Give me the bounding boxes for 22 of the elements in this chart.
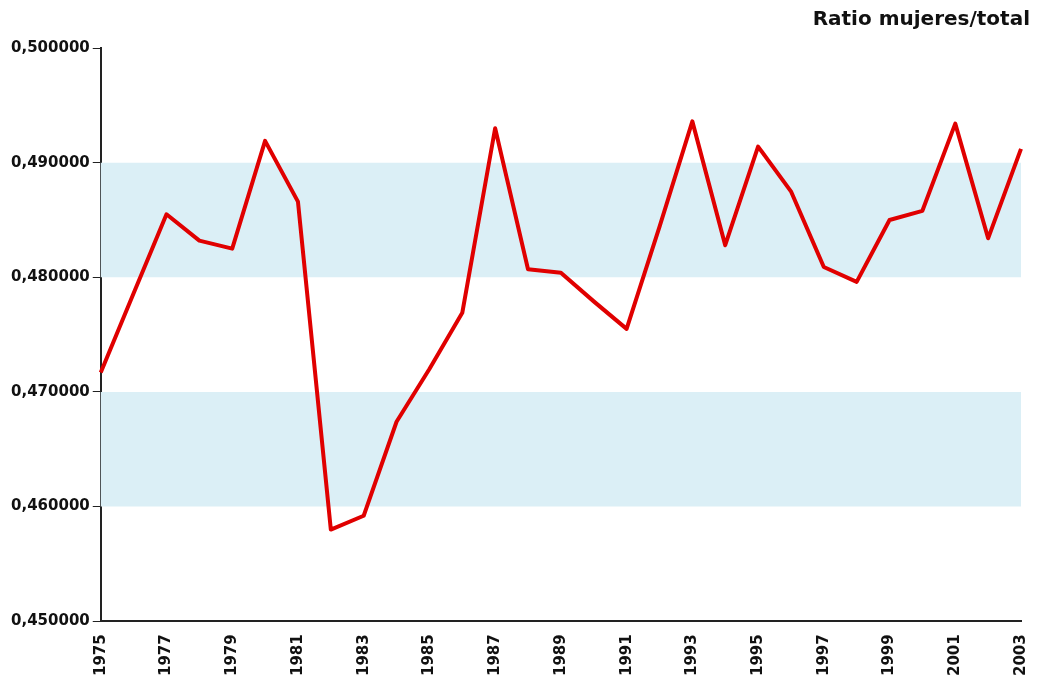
y-tick-label: 0,490000 <box>10 152 90 171</box>
x-tick-label: 1975 <box>90 634 109 676</box>
y-tick-label: 0,470000 <box>10 381 90 400</box>
x-tick-label: 1987 <box>485 634 504 676</box>
x-tick-label: 1981 <box>287 634 306 676</box>
x-tick-label: 1991 <box>616 634 635 676</box>
y-tick-label: 0,480000 <box>10 267 90 286</box>
x-tick-label: 1993 <box>682 634 701 676</box>
x-tick-label: 1985 <box>419 634 438 676</box>
x-tick-label: 1977 <box>156 634 175 676</box>
x-tick-label: 1995 <box>747 634 766 676</box>
x-tick-label: 2001 <box>945 634 964 676</box>
x-tick-label: 1979 <box>222 634 241 676</box>
x-tick-label: 1999 <box>879 634 898 676</box>
x-tick-label: 1989 <box>550 634 569 676</box>
x-tick-label: 1983 <box>353 634 372 676</box>
x-tick-label: 1997 <box>813 634 832 676</box>
y-tick-label: 0,450000 <box>10 611 90 630</box>
chart-title: Ratio mujeres/total <box>812 6 1030 31</box>
y-tick-label: 0,500000 <box>10 37 90 56</box>
x-tick-label: 2003 <box>1010 634 1029 676</box>
y-tick-label: 0,460000 <box>10 496 90 515</box>
